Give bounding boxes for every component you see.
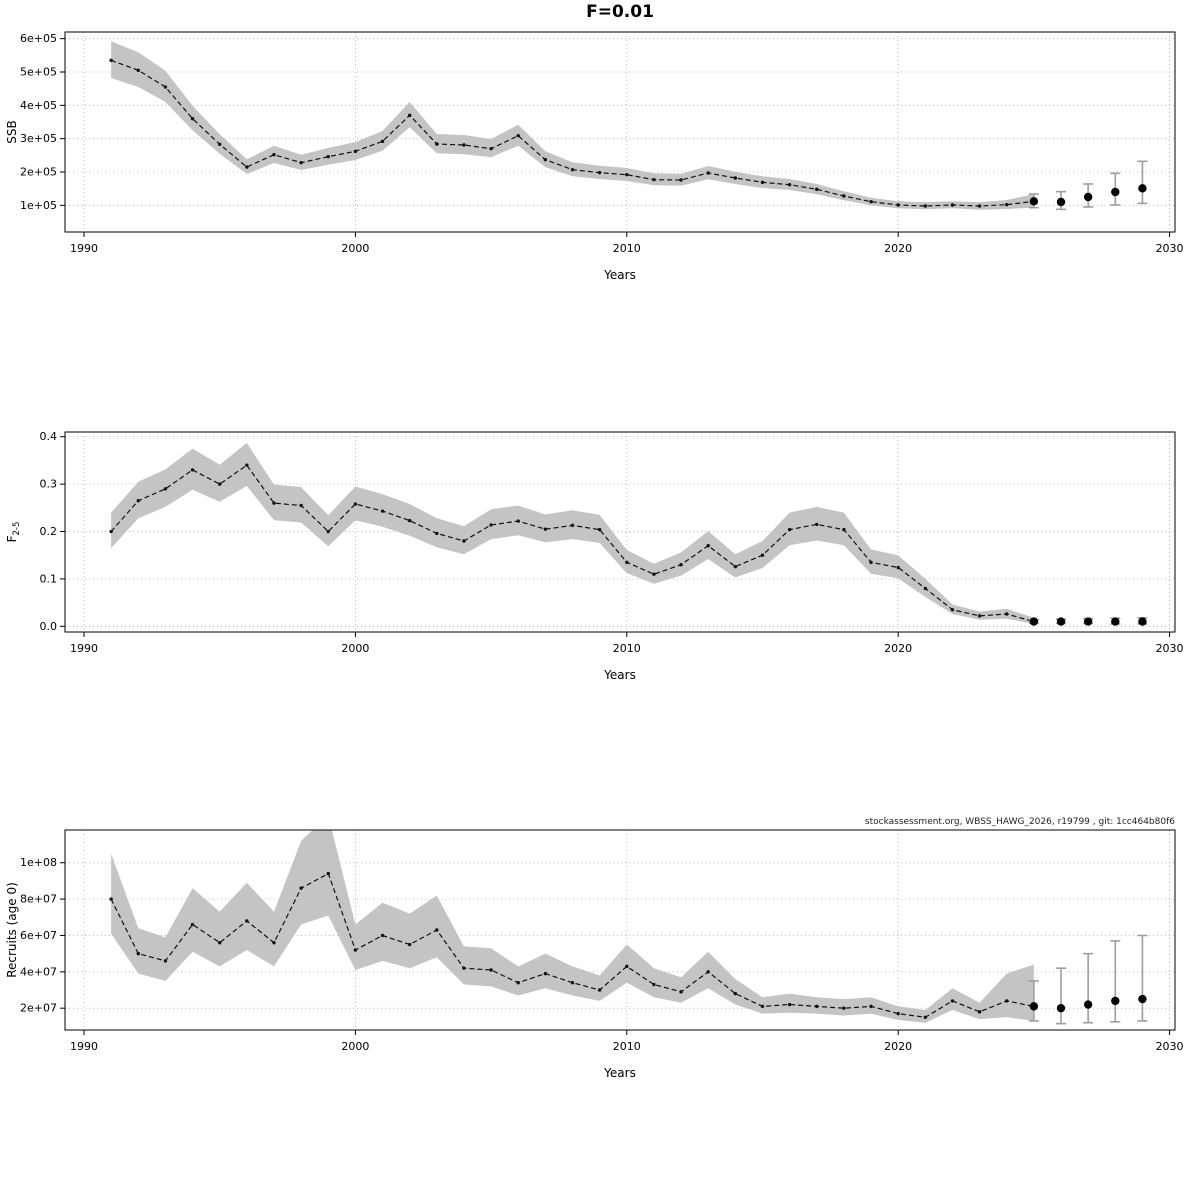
svg-text:0.0: 0.0 [40,620,58,633]
svg-text:SSB: SSB [5,120,19,143]
svg-text:1e+08: 1e+08 [20,856,57,869]
svg-text:1990: 1990 [70,242,98,255]
ssb-chart: 1990 2000 2010 2020 2030 1e+05 2e+05 3e+05 4e+05… [5,31,1184,282]
svg-text:5e+05: 5e+05 [20,66,57,79]
svg-text:Years: Years [603,1066,636,1080]
svg-text:2010: 2010 [613,642,641,655]
svg-text:8e+07: 8e+07 [20,893,57,906]
svg-text:0.4: 0.4 [40,430,58,443]
svg-text:1990: 1990 [70,1040,98,1053]
svg-text:6e+05: 6e+05 [20,32,57,45]
svg-text:F2-5: F2-5 [5,522,22,543]
svg-text:2000: 2000 [341,242,369,255]
svg-text:2000: 2000 [341,642,369,655]
svg-text:3e+05: 3e+05 [20,132,57,145]
svg-text:4e+05: 4e+05 [20,99,57,112]
svg-text:2000: 2000 [341,1040,369,1053]
svg-text:2e+05: 2e+05 [20,166,57,179]
svg-text:1990: 1990 [70,642,98,655]
svg-text:Recruits (age 0): Recruits (age 0) [5,882,19,978]
svg-text:2010: 2010 [613,1040,641,1053]
svg-text:2020: 2020 [884,1040,912,1053]
svg-text:0.1: 0.1 [40,572,58,585]
svg-text:2030: 2030 [1156,642,1184,655]
fishing-mortality-chart: 1990 2000 2010 2020 2030 0.0 0.1 0.2 0.3 0.4 Years… [5,430,1184,682]
svg-text:Years: Years [603,268,636,282]
svg-text:0.3: 0.3 [40,478,58,491]
svg-text:2030: 2030 [1156,242,1184,255]
recruits-chart: 1990 2000 2010 2020 2030 2e+07 4e+07 6e+07 8e+07… [5,829,1184,1080]
svg-text:2020: 2020 [884,642,912,655]
svg-text:0.2: 0.2 [40,525,58,538]
svg-text:2010: 2010 [613,242,641,255]
svg-text:Years: Years [603,668,636,682]
svg-text:2020: 2020 [884,242,912,255]
svg-text:4e+07: 4e+07 [20,965,57,978]
svg-text:2e+07: 2e+07 [20,1002,57,1015]
page-title: F=0.01 [586,2,654,22]
svg-text:6e+07: 6e+07 [20,929,57,942]
svg-text:1e+05: 1e+05 [20,199,57,212]
svg-text:2030: 2030 [1156,1040,1184,1053]
source-annotation: stockassessment.org, WBSS_HAWG_2026, r19… [864,817,1175,827]
